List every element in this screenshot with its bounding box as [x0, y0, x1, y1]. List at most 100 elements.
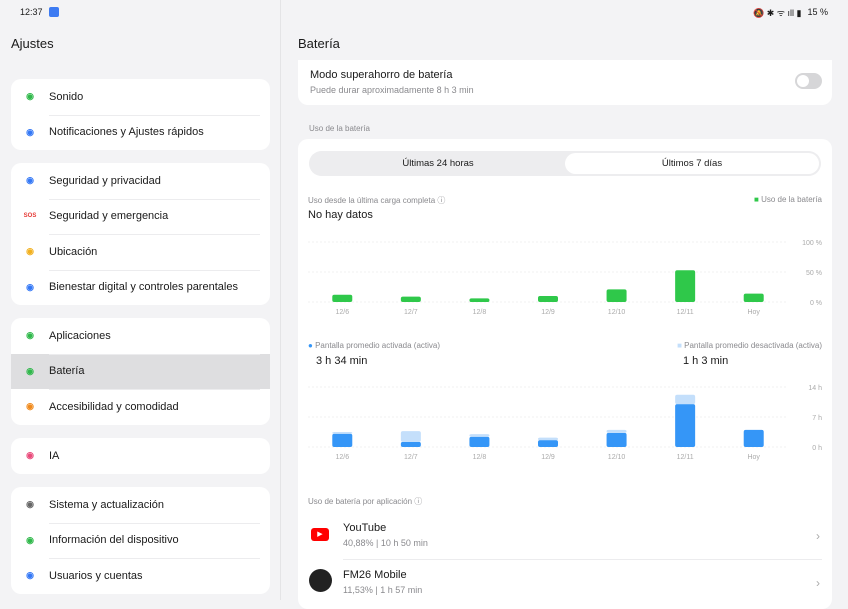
info-icon[interactable]: ⓘ — [414, 497, 423, 506]
info-icon[interactable]: ⓘ — [437, 196, 446, 205]
sidebar-item[interactable]: ◉ Usuarios y cuentas — [11, 558, 270, 594]
sidebar-item[interactable]: ◉ Aplicaciones — [11, 318, 270, 354]
sidebar-item[interactable]: ◉ Información del dispositivo — [11, 522, 270, 559]
app-percent: 11,53% — [343, 585, 373, 595]
x-tick-label: 12/10 — [608, 309, 626, 316]
battery-usage-chart: 100 % 50 % 0 % 12/6 12/7 12/8 12/9 12/10 12/11 Ho… — [308, 240, 822, 316]
x-tick-label: 12/7 — [404, 309, 418, 316]
app-row-fm26[interactable]: FM26 Mobile 11,53% | 1 h 57 min › — [298, 561, 832, 607]
bar — [400, 441, 421, 447]
user-icon: ◉ — [26, 570, 34, 581]
tab-7d[interactable]: Últimos 7 días — [565, 153, 819, 174]
sidebar-item-label: Sistema y actualización — [49, 498, 164, 511]
tab-24h[interactable]: Últimas 24 horas — [402, 158, 474, 169]
bar — [469, 436, 490, 447]
bar — [469, 298, 490, 302]
sidebar-item-label: Seguridad y emergencia — [49, 210, 169, 223]
sidebar-item[interactable]: ◉ Sistema y actualización — [11, 487, 270, 523]
sidebar: Ajustes ◉ Sonido ◉ Notificaciones y Ajustes… — [0, 0, 281, 600]
app-time: 10 h 50 min — [380, 538, 428, 548]
chevron-right-icon: › — [816, 576, 820, 590]
fm26-icon — [309, 569, 332, 592]
battery-icon: ◉ — [26, 365, 34, 376]
wellbeing-icon: ◉ — [26, 281, 34, 292]
sidebar-item-label: Sonido — [49, 90, 84, 103]
since-label: Uso desde la última carga completa — [308, 196, 436, 205]
sos-icon: SOS — [23, 213, 37, 220]
app-percent: 40,88% — [343, 538, 374, 548]
bar — [538, 296, 558, 302]
period-tabs: Últimas 24 horas Últimos 7 días — [309, 151, 821, 176]
bar — [675, 270, 696, 302]
screen-off-value: 1 h 3 min — [683, 355, 729, 367]
legend-dot-icon: ■ — [753, 195, 759, 204]
shield-icon: ◉ — [26, 175, 34, 186]
app-name: YouTube — [343, 522, 387, 534]
sidebar-item-label: Aplicaciones — [49, 329, 111, 342]
legend-on-icon: ● — [308, 341, 313, 350]
super-saver-title: Modo superahorro de batería — [310, 69, 453, 81]
settings-group: ◉ Sonido ◉ Notificaciones y Ajustes rápidos — [11, 79, 270, 150]
bar — [332, 432, 353, 434]
x-tick-label: 12/11 — [677, 454, 694, 461]
y-tick-label: 0 % — [810, 300, 822, 307]
clock: 12:37 — [20, 7, 43, 17]
accessibility-icon: ◉ — [26, 401, 34, 412]
bar — [675, 404, 696, 447]
gear-icon: ◉ — [26, 499, 34, 510]
super-saver-toggle[interactable] — [795, 73, 822, 89]
legend-off-icon: ■ — [677, 341, 682, 350]
since-value: No hay datos — [308, 209, 373, 221]
sidebar-item[interactable]: ◉ Batería — [11, 353, 270, 389]
sidebar-title: Ajustes — [11, 36, 54, 51]
sidebar-item-label: Batería — [49, 365, 85, 378]
notification-icon: ◉ — [26, 126, 34, 137]
app-notification-icon — [48, 7, 59, 17]
bar — [332, 433, 353, 447]
battery-panel: Batería Modo superahorro de batería Pued… — [282, 0, 848, 609]
sidebar-item-label: Usuarios y cuentas — [49, 569, 143, 582]
sidebar-item[interactable]: ◉ Accesibilidad y comodidad — [11, 389, 270, 425]
bar — [400, 431, 421, 442]
sidebar-item[interactable]: ◉ Sonido — [11, 79, 270, 115]
app-row-youtube[interactable]: ▶ YouTube 40,88% | 10 h 50 min › — [298, 514, 832, 560]
sidebar-item[interactable]: ◉ Seguridad y privacidad — [11, 163, 270, 199]
sidebar-item-label: Bienestar digital y controles parentales — [49, 281, 238, 294]
sidebar-item-label: Información del dispositivo — [49, 534, 179, 547]
x-tick-label: 12/8 — [473, 454, 487, 461]
status-bar: 12:37 🔕 ✱ ᯤ ıll ▮ 15 % — [0, 0, 848, 24]
bar — [332, 294, 353, 302]
bar — [538, 440, 558, 447]
location-icon: ◉ — [26, 246, 34, 257]
bar — [400, 296, 421, 302]
super-saver-card[interactable]: Modo superahorro de batería Puede durar … — [298, 60, 832, 105]
sidebar-item[interactable]: ◉ Ubicación — [11, 234, 270, 270]
bar — [743, 429, 764, 447]
x-tick-label: 12/8 — [473, 309, 487, 316]
x-tick-label: 12/6 — [335, 309, 349, 316]
sidebar-item[interactable]: SOS Seguridad y emergencia — [11, 198, 270, 235]
x-tick-label: 12/9 — [541, 309, 555, 316]
x-tick-label: Hoy — [747, 454, 760, 461]
y-tick-label: 0 h — [812, 445, 822, 452]
sidebar-item[interactable]: ◉ Bienestar digital y controles parentale… — [11, 269, 270, 306]
bar — [606, 432, 627, 447]
x-tick-label: Hoy — [747, 309, 760, 316]
screen-off-label: Pantalla promedio desactivada (activa) — [684, 341, 822, 350]
bar — [538, 437, 558, 441]
settings-group: ◉ Seguridad y privacidad SOS Seguridad y em… — [11, 163, 270, 305]
sidebar-item[interactable]: ◉ IA — [11, 438, 270, 474]
youtube-icon: ▶ — [311, 528, 329, 541]
x-tick-label: 12/10 — [608, 454, 626, 461]
sidebar-item[interactable]: ◉ Notificaciones y Ajustes rápidos — [11, 114, 270, 151]
y-tick-label: 14 h — [808, 385, 822, 392]
settings-group: ◉ Sistema y actualización ◉ Información del… — [11, 487, 270, 594]
x-tick-label: 12/11 — [677, 309, 694, 316]
settings-group: ◉ IA — [11, 438, 270, 474]
y-tick-label: 50 % — [806, 270, 822, 277]
app-name: FM26 Mobile — [343, 569, 407, 581]
battery-level: 15 % — [807, 7, 828, 17]
chevron-right-icon: › — [816, 529, 820, 543]
page-title: Batería — [298, 36, 340, 51]
x-tick-label: 12/6 — [335, 454, 349, 461]
